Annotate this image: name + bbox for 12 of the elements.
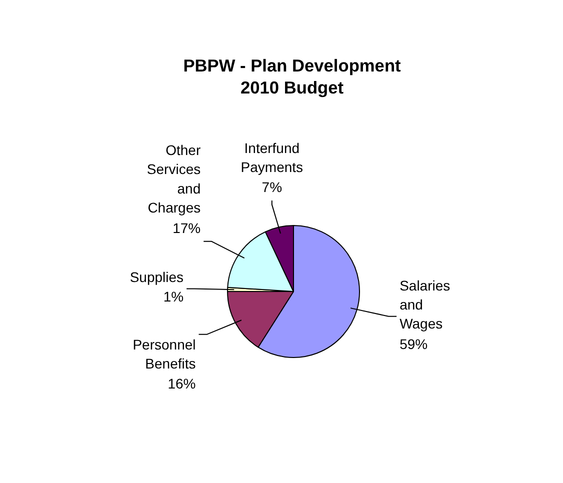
- slice-label: Other Services and Charges: [146, 142, 201, 216]
- data-label: 59%: [400, 336, 428, 352]
- slice-label: Salaries and Wages: [400, 277, 450, 332]
- data-label: 17%: [172, 220, 201, 236]
- chart-title: PBPW - Plan Development: [183, 56, 402, 76]
- data-label: 16%: [168, 375, 196, 392]
- data-label: 7%: [262, 179, 282, 196]
- chart-subtitle: 2010 Budget: [240, 78, 344, 98]
- slice-label: Supplies: [130, 269, 184, 286]
- slice-label: Interfund Payments: [240, 140, 304, 176]
- data-label: 1%: [163, 288, 184, 305]
- slice-label: Personnel Benefits: [132, 336, 196, 372]
